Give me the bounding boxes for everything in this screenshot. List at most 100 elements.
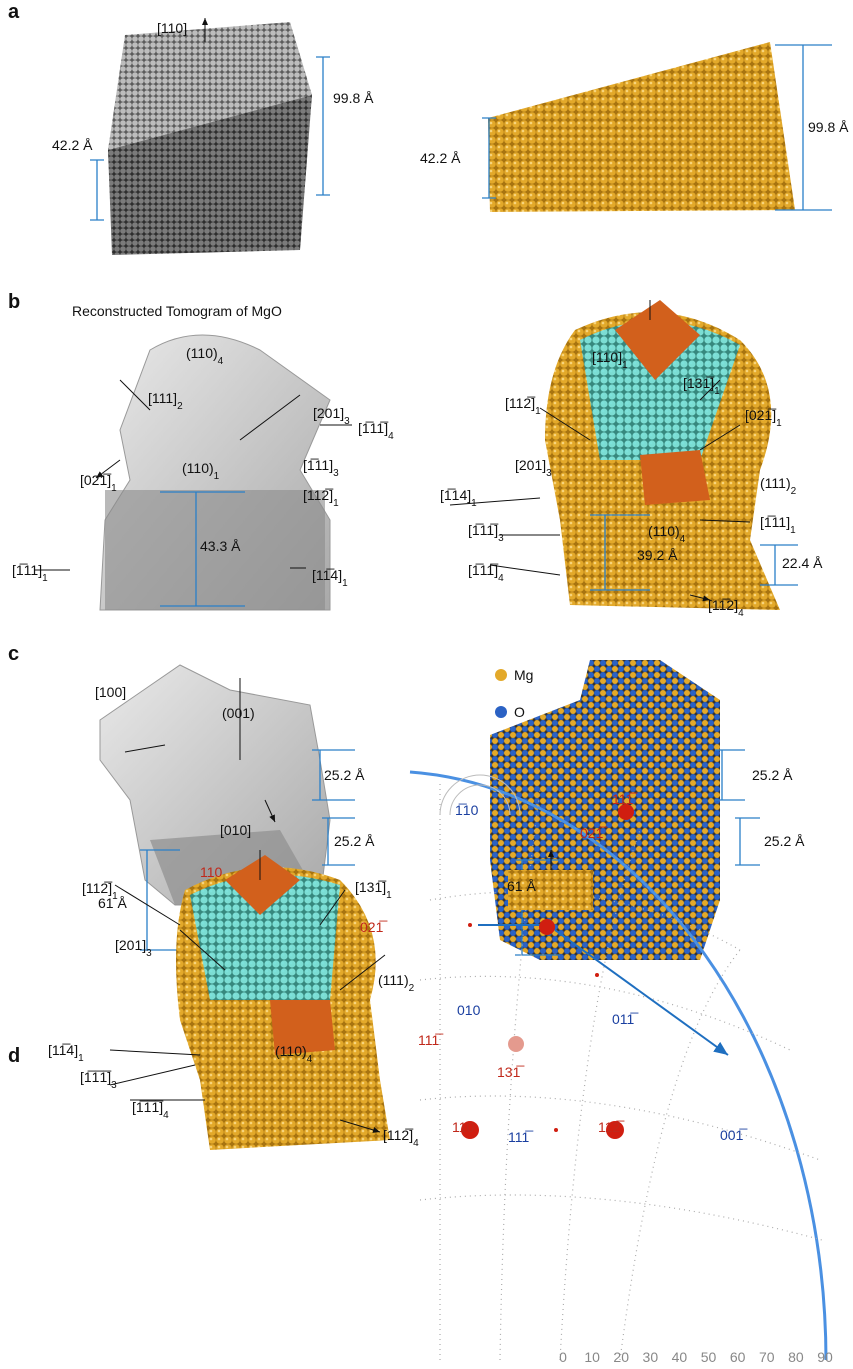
label-text: [131̅] [683,375,715,391]
pole-label: 001̅ [720,1127,748,1143]
label-subscript: 3 [344,416,350,427]
label-subscript: 4 [163,1110,169,1121]
annotation: [110] [157,20,187,36]
panel-label: a [8,1,20,23]
legend-swatch-o [495,706,507,718]
annotation: [021̅]1 [80,472,117,494]
annotation: [112̅]4 [383,1127,419,1149]
pole-label: 110 [452,1119,475,1135]
label-subscript: 4 [218,356,224,367]
annotation: 42.2 Å [52,137,93,153]
annotation: [131̅]1 [355,879,392,901]
label-text: [1̅11] [12,562,42,578]
label-text: (111) [378,972,409,988]
axis-tick-label: 40 [672,1349,688,1365]
label-text: [11̅4] [48,1042,78,1058]
legend-label: O [514,704,525,720]
pole-label: 010 [457,1002,481,1018]
annotation: [1̅14]1 [440,487,477,509]
label-subscript: 1 [471,498,477,509]
legend-label: Mg [514,667,533,683]
panel-b-art [34,300,798,610]
figure: abcd[110]99.8 Å42.2 Å42.2 Å99.8 ÅReconst… [0,0,853,1369]
annotation: 43.3 Å [200,538,241,554]
label-text: [1̅14] [440,487,471,503]
axis-tick-label: 30 [643,1349,659,1365]
label-text: [112̅] [303,487,334,503]
label-subscript: 3 [111,1080,117,1091]
label-subscript: 4 [498,573,504,584]
annotation: 25.2 Å [334,833,375,849]
label-text: (110) [648,523,680,539]
annotation: [100] [95,684,126,700]
label-subscript: 3 [146,948,152,959]
annotation: 25.2 Å [764,833,805,849]
label-subscript: 3 [498,533,504,544]
label-subscript: 1 [112,891,118,902]
annotation: 39.2 Å [637,547,678,563]
annotation: [11̅4]1 [48,1042,84,1064]
axis-tick-label: 80 [788,1349,804,1365]
label-text: [1̅11̅] [468,522,499,538]
label-subscript: 1 [714,386,720,397]
label-subscript: 1 [333,498,339,509]
annotation: [1̅1̅1̅]4 [132,1099,169,1121]
annotation: (111)2 [378,972,415,994]
label-text: [110] [592,349,622,365]
annotation: [1̅11̅]3 [468,522,504,544]
annotation: [112̅]1 [505,395,541,417]
annotation: [201]3 [515,457,552,479]
label-subscript: 4 [680,534,686,545]
label-subscript: 1 [790,525,796,536]
label-subscript: 4 [307,1054,313,1065]
label-subscript: 1 [535,406,541,417]
label-subscript: 1 [386,890,392,901]
annotation: (001) [222,705,255,721]
label-subscript: 1 [78,1053,84,1064]
label-text: [1̅1̅1̅] [132,1099,164,1115]
annotation: 021̅ [360,919,388,935]
label-text: (110) [186,345,218,361]
label-text: [021̅] [80,472,112,488]
label-subscript: 1 [342,578,348,589]
pole-label: 011̅ [612,1011,639,1027]
label-subscript: 1 [776,418,782,429]
label-subscript: 3 [546,468,552,479]
annotation: 25.2 Å [752,767,793,783]
label-subscript: 4 [413,1138,419,1149]
pole-label: 111̅ [508,1129,534,1145]
axis-tick-label: 50 [701,1349,717,1365]
label-subscript: 1 [111,483,117,494]
label-text: [201] [515,457,546,473]
axis-tick-label: 10 [584,1349,600,1365]
label-subscript: 1 [42,573,48,584]
panel-a-art [90,18,832,255]
label-text: (110) [182,460,214,476]
annotation: 110 [200,864,223,880]
annotation: [1̅1̅1̅]3 [80,1069,117,1091]
label-text: [11̅4] [312,567,342,583]
pole-label: 131̅ [497,1064,525,1080]
label-subscript: 4 [738,608,744,619]
annotation: 22.4 Å [782,555,823,571]
label-subscript: 1 [622,360,628,371]
annotation: [1̅11̅]4 [468,562,504,584]
label-text: [1̅11̅] [468,562,499,578]
label-subscript: 2 [791,486,797,497]
legend-swatch-mg [495,669,507,681]
annotation: 99.8 Å [333,90,374,106]
label-text: [1̅11] [303,457,333,473]
annotation: [1̅11̅]4 [358,420,394,442]
axis-tick-label: 60 [730,1349,746,1365]
label-text: [021̅] [745,407,777,423]
annotation: [1̅11]3 [303,457,339,479]
annotation: 42.2 Å [420,150,461,166]
pole-label: 1̅10 [455,802,479,818]
label-text: [112̅] [82,880,113,896]
label-text: [1̅11̅] [358,420,389,436]
annotation: (111)2 [760,475,797,497]
panel-label: c [8,643,19,665]
label-text: [1̅11] [760,514,790,530]
axis-tick-label: 0 [559,1349,567,1365]
label-text: [112̅] [383,1127,414,1143]
